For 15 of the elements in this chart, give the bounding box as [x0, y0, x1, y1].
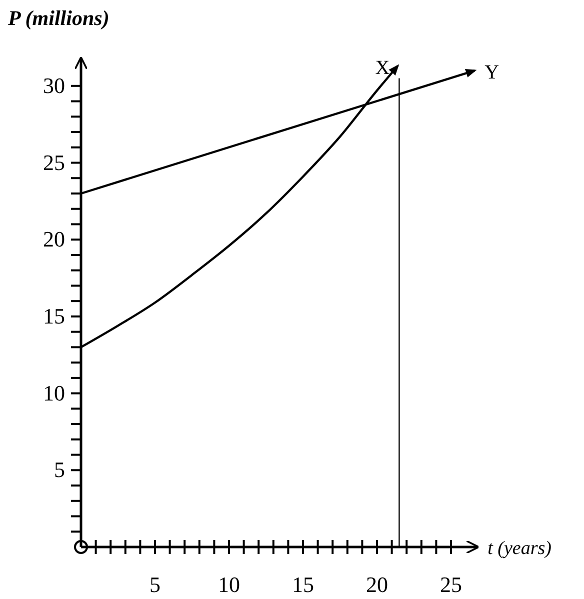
y-tick-label: 20 — [43, 226, 65, 252]
y-tick-label: 30 — [43, 72, 65, 98]
y-tick-label: 25 — [43, 150, 65, 175]
x-tick-label: 10 — [218, 572, 240, 598]
y-tick-label: 15 — [43, 303, 65, 328]
y-axis-title: P (millions) — [7, 6, 110, 30]
x-tick-label: 15 — [292, 572, 314, 598]
x-axis-title: t (years) — [488, 538, 552, 559]
y-tick-label: 5 — [54, 457, 65, 482]
series-label: Y — [484, 62, 500, 84]
x-tick-label: 5 — [150, 572, 160, 598]
x-tick-label: 20 — [366, 572, 388, 598]
x-tick-label: 25 — [440, 572, 462, 598]
series-label: X — [375, 56, 390, 79]
y-tick-label: 10 — [43, 380, 65, 406]
